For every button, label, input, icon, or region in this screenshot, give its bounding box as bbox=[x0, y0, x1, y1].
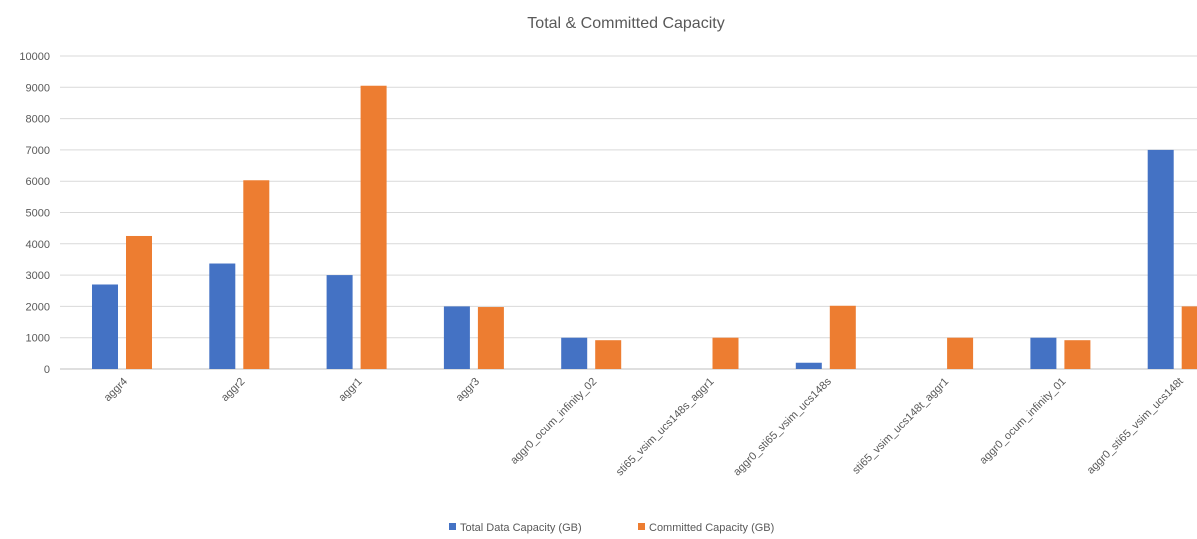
bar-total-data-capacity bbox=[92, 284, 118, 369]
x-category-label: aggr4 bbox=[102, 376, 130, 404]
legend-label-total: Total Data Capacity (GB) bbox=[460, 522, 582, 534]
x-category-label: sti65_vsim_ucs148s_aggr1 bbox=[614, 376, 717, 479]
x-category-label: aggr0_sti65_vsim_ucs148s bbox=[731, 375, 834, 478]
legend: Total Data Capacity (GB) Committed Capaci… bbox=[449, 522, 774, 534]
y-tick-label: 4000 bbox=[26, 239, 50, 251]
bar-committed-capacity bbox=[595, 340, 622, 369]
x-category-label: aggr2 bbox=[219, 376, 247, 404]
y-tick-label: 7000 bbox=[26, 145, 50, 157]
x-category-label: sti65_vsim_ucs148t_aggr1 bbox=[850, 376, 951, 477]
bar-total-data-capacity bbox=[443, 306, 470, 369]
y-tick-label: 8000 bbox=[26, 114, 50, 126]
bar-committed-capacity bbox=[360, 85, 387, 370]
bar-committed-capacity bbox=[243, 180, 270, 369]
bar-total-data-capacity bbox=[795, 362, 822, 369]
y-tick-label: 10000 bbox=[19, 51, 50, 63]
bar-committed-capacity bbox=[1181, 306, 1197, 369]
y-tick-label: 2000 bbox=[26, 301, 50, 313]
y-tick-label: 6000 bbox=[26, 176, 50, 188]
bar-total-data-capacity bbox=[209, 263, 236, 369]
y-tick-label: 5000 bbox=[26, 208, 50, 220]
legend-swatch-committed bbox=[638, 523, 645, 530]
x-category-label: aggr1 bbox=[336, 376, 364, 404]
bar-committed-capacity bbox=[712, 337, 739, 369]
x-category-label: aggr0_ocum_infinity_02 bbox=[508, 376, 599, 467]
bar-committed-capacity bbox=[947, 337, 974, 369]
bar-committed-capacity bbox=[829, 305, 856, 369]
x-category-label: aggr3 bbox=[454, 376, 482, 404]
y-tick-label: 0 bbox=[44, 364, 50, 376]
x-axis-labels: aggr4 aggr2 aggr1 aggr3 aggr0_ocum_infinity_… bbox=[102, 375, 1186, 478]
x-category-label: aggr0_ocum_infinity_01 bbox=[977, 376, 1068, 467]
bar-committed-capacity bbox=[126, 235, 152, 369]
chart-title: Total & Committed Capacity bbox=[527, 15, 724, 32]
y-tick-label: 3000 bbox=[26, 270, 50, 282]
bar-total-data-capacity bbox=[326, 275, 353, 369]
bar-total-data-capacity bbox=[561, 337, 588, 369]
legend-swatch-total bbox=[449, 523, 456, 530]
x-category-label: aggr0_sti65_vsim_ucs148t bbox=[1085, 376, 1186, 477]
bar-committed-capacity bbox=[477, 307, 504, 369]
y-tick-label: 1000 bbox=[26, 333, 50, 345]
y-tick-label: 9000 bbox=[26, 82, 50, 94]
bar-total-data-capacity bbox=[1147, 149, 1174, 369]
y-axis-ticks: 0 1000 2000 3000 4000 5000 6000 7000 8000 9000 100… bbox=[19, 51, 50, 376]
bar-committed-capacity bbox=[1064, 340, 1091, 369]
legend-label-committed: Committed Capacity (GB) bbox=[649, 522, 774, 534]
bar-total-data-capacity bbox=[1030, 337, 1057, 369]
bars bbox=[92, 85, 1197, 370]
